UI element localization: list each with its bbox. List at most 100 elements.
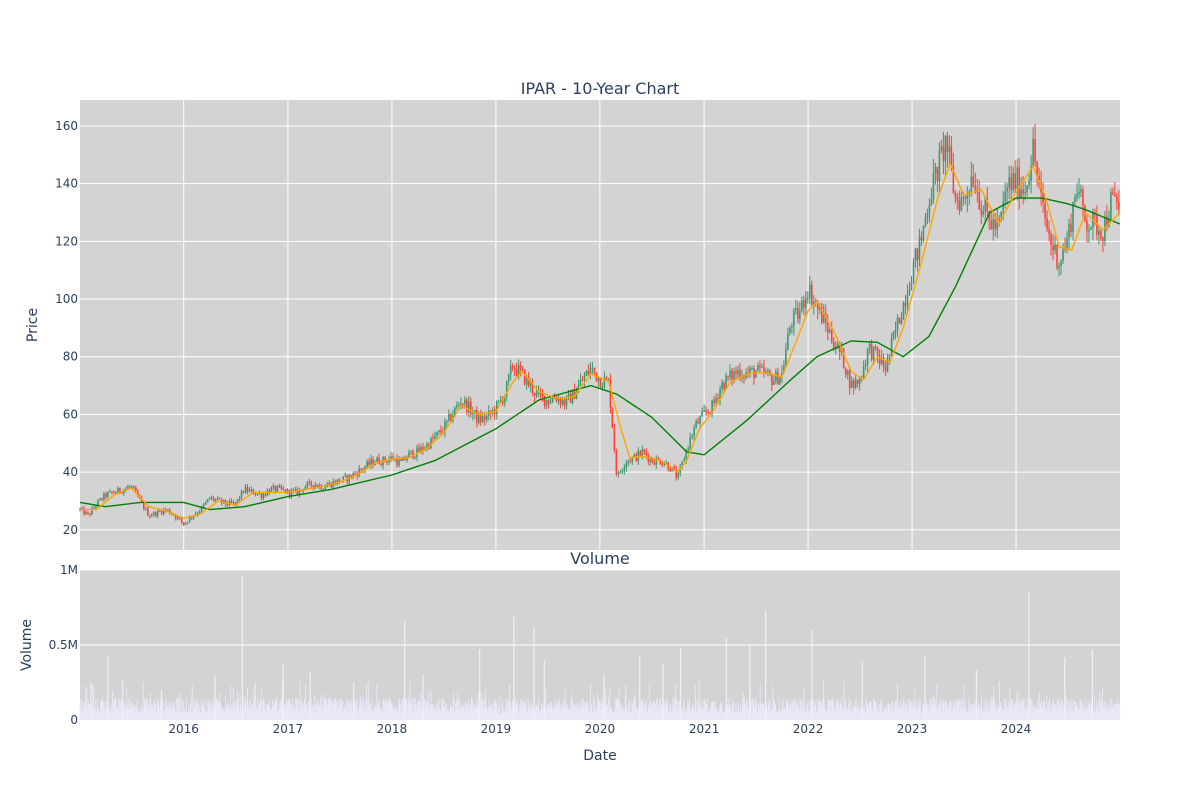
candle-body (174, 515, 177, 519)
candle-body (864, 364, 867, 367)
candle-body (787, 333, 789, 350)
candle-body (613, 428, 616, 451)
candle-body (1060, 260, 1062, 266)
candle-body (637, 450, 640, 461)
candle-body (468, 401, 470, 413)
candle-body (725, 375, 727, 390)
candle-body (454, 407, 456, 416)
candle-body (318, 484, 321, 487)
candle-body (569, 393, 572, 403)
x-tick-label: 2018 (377, 722, 408, 736)
candle-body (820, 307, 823, 323)
candle-body (376, 457, 378, 463)
candle-body (1104, 216, 1106, 242)
candle-body (890, 338, 893, 355)
candle-body (807, 298, 809, 300)
candle-body (328, 482, 331, 485)
candle-body (627, 460, 630, 463)
candle-body (176, 517, 179, 519)
price-y-tick-label: 100 (55, 292, 78, 306)
price-y-tick-label: 60 (63, 407, 78, 421)
candle-body (414, 456, 416, 458)
candle-body (922, 225, 925, 241)
candle-body (312, 485, 315, 488)
price-y-tick-label: 120 (55, 234, 78, 248)
candle-body (146, 508, 149, 516)
candle-body (234, 502, 237, 504)
candle-body (980, 209, 983, 215)
candle-body (555, 399, 558, 402)
candle-body (541, 394, 544, 396)
candle-body (410, 450, 412, 452)
x-tick-label: 2023 (897, 722, 928, 736)
candle-body (214, 499, 217, 501)
candle-body (1022, 189, 1024, 194)
candle-body (543, 395, 546, 406)
candle-body (691, 436, 693, 438)
candle-body (775, 371, 777, 382)
candle-body (653, 462, 656, 465)
candle-body (256, 493, 259, 495)
candle-body (757, 365, 759, 372)
price-y-tick-labels: 20 40 60 80 100 120 140 160 (55, 119, 78, 537)
candle-body (1098, 230, 1100, 235)
candle-body (1048, 228, 1050, 235)
candle-body (230, 500, 233, 503)
candle-body (954, 192, 957, 197)
candle-body (1014, 173, 1016, 190)
candle-body (392, 456, 394, 461)
candle-body (113, 492, 115, 494)
candle-body (755, 371, 757, 378)
candle-body (687, 448, 689, 451)
candle-body (479, 415, 482, 422)
date-x-tick-labels: 2016 2017 2018 2019 2020 2021 2022 2023 2024 (168, 722, 1031, 736)
candle-body (603, 377, 606, 387)
candle-body (242, 491, 245, 493)
candle-body (1018, 167, 1020, 198)
candle-body (143, 501, 145, 509)
candle-body (1114, 194, 1116, 197)
candle-body (198, 511, 201, 514)
candle-body (1072, 202, 1074, 233)
candle-body (1062, 248, 1064, 261)
candle-body (430, 437, 432, 449)
candle-body (182, 522, 185, 525)
candle-body (539, 391, 542, 395)
candle-body (262, 494, 265, 499)
candle-body (621, 470, 624, 473)
candle-body (525, 376, 528, 385)
candle-body (290, 490, 293, 496)
volume-y-tick-label: 0 (70, 713, 78, 727)
candle-body (721, 382, 723, 389)
candle-body (509, 365, 512, 375)
candle-body (781, 372, 783, 378)
candle-body (990, 220, 993, 230)
candle-body (1076, 194, 1078, 198)
candle-body (87, 511, 89, 514)
candle-body (1074, 197, 1076, 203)
candle-body (278, 486, 281, 488)
candle-body (872, 346, 875, 360)
candle-body (220, 499, 223, 503)
volume-subplot-title: Volume (570, 549, 630, 568)
candle-body (818, 307, 821, 310)
candle-body (671, 467, 674, 472)
x-tick-label: 2017 (273, 722, 304, 736)
candle-body (210, 497, 213, 499)
candle-body (501, 399, 504, 404)
candle-body (599, 378, 602, 388)
candle-body (926, 213, 929, 218)
candle-body (160, 511, 163, 514)
candle-body (607, 379, 610, 381)
volume-bars (79, 576, 1121, 720)
candle-body (296, 488, 299, 495)
candle-body (294, 488, 297, 491)
candle-body (336, 479, 339, 485)
candle-body (446, 420, 448, 422)
candle-body (519, 365, 522, 370)
candle-body (631, 456, 634, 462)
candle-body (422, 446, 424, 451)
candle-body (338, 479, 341, 483)
candle-body (1106, 216, 1108, 227)
x-tick-label: 2022 (793, 722, 824, 736)
